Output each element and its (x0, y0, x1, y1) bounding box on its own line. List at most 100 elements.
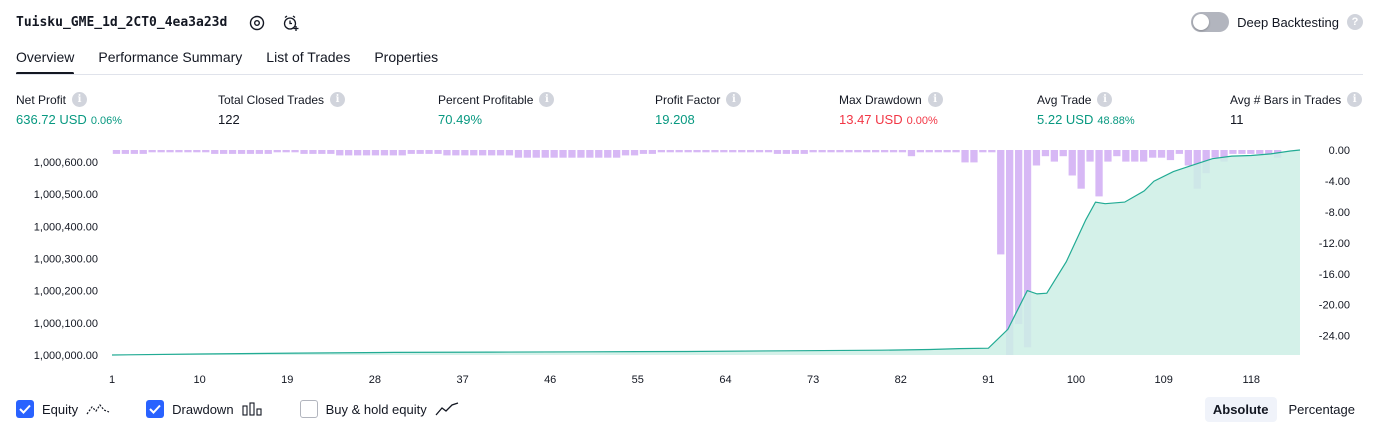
drawdown-bar (505, 150, 514, 156)
drawdown-bar (782, 150, 790, 154)
drawdown-bar (916, 150, 924, 153)
info-icon[interactable]: i (1347, 92, 1363, 107)
drawdown-bar (970, 150, 978, 163)
alarm-clock-add-icon[interactable] (280, 12, 302, 34)
drawdown-bar (1220, 150, 1228, 162)
info-icon[interactable]: i (1097, 92, 1113, 107)
drawdown-bar (220, 150, 228, 154)
drawdown-bar (541, 150, 549, 158)
drawdown-bar (550, 150, 558, 158)
info-icon[interactable]: i (726, 92, 742, 107)
drawdown-bar (523, 150, 531, 158)
drawdown-bar (1023, 150, 1032, 348)
drawdown-bar (130, 150, 138, 154)
drawdown-bar (139, 150, 147, 154)
equity-checkbox[interactable] (16, 400, 34, 418)
drawdown-bar (889, 150, 898, 153)
drawdown-bar (952, 150, 960, 153)
legend-drawdown[interactable]: Drawdown (146, 400, 263, 418)
equity-drawdown-chart[interactable]: 1,000,000.00 1,000,100.00 1,000,200.00 1,00… (0, 140, 1379, 390)
strategy-name[interactable]: Tuisku_GME_1d_2CT0_4ea3a23d (16, 15, 228, 30)
drawdown-bar (925, 150, 933, 153)
drawdown-bar (747, 150, 755, 153)
equity-line (111, 149, 1301, 356)
absolute-button[interactable]: Absolute (1204, 397, 1277, 422)
right-axis: 0.00 -4.00 -8.00 -12.00 -16.00 -20.00 -24.00 (1319, 145, 1350, 343)
buy-hold-checkbox[interactable] (299, 400, 318, 418)
x-axis: 1 10 19 28 37 46 55 64 73 82 91 100 109 118 (109, 374, 1260, 386)
legend-label: Buy & hold equity (325, 401, 427, 417)
legend-equity[interactable]: Equity (16, 400, 110, 418)
drawdown-bar (193, 150, 201, 153)
value-mode-switch: Absolute Percentage (1204, 397, 1363, 422)
drawdown-bar (461, 150, 469, 156)
drawdown-bar (479, 150, 487, 156)
info-icon[interactable]: i (539, 92, 555, 107)
drawdown-bar (318, 150, 326, 154)
drawdown-bar (934, 150, 942, 153)
drawdown-bar (380, 150, 389, 156)
x-tick-label: 10 (193, 374, 205, 386)
drawdown-bar (836, 150, 844, 153)
drawdown-bar (854, 150, 862, 153)
drawdown-bar (1211, 150, 1219, 158)
drawdown-bar (175, 150, 183, 153)
drawdown-bar (184, 150, 192, 153)
drawdown-bar (1086, 150, 1094, 162)
drawdown-bar (371, 150, 380, 156)
drawdown-bar (443, 150, 451, 156)
drawdown-bar (237, 150, 246, 154)
info-icon[interactable]: i (72, 92, 88, 107)
metric-value: 11 (1230, 112, 1244, 127)
drawdown-bar (907, 150, 916, 157)
info-icon[interactable]: i (330, 92, 346, 107)
drawdown-bar (327, 150, 335, 154)
x-tick-label: 1 (109, 374, 115, 386)
drawdown-bar (1015, 150, 1023, 325)
drawdown-bar (604, 150, 612, 158)
legend-label: Drawdown (172, 401, 234, 417)
tab-properties[interactable]: Properties (374, 49, 439, 65)
drawdown-bar (1184, 150, 1192, 166)
legend-buy-hold[interactable]: Buy & hold equity (299, 400, 459, 418)
metric-value: 70.49% (438, 112, 483, 127)
gear-icon[interactable] (246, 12, 268, 34)
drawdown-bar (898, 150, 907, 153)
drawdown-bar (264, 150, 272, 154)
metric-label: Profit Factor (655, 92, 721, 107)
drawdown-bar (1077, 150, 1085, 189)
drawdown-bar (773, 150, 782, 154)
strategy-header: Tuisku_GME_1d_2CT0_4ea3a23d Deep Backtes… (0, 0, 1379, 44)
tab-performance-summary[interactable]: Performance Summary (98, 49, 243, 65)
x-tick-label: 28 (369, 374, 381, 386)
drawdown-bar (809, 150, 817, 153)
drawdown-bar (1032, 150, 1041, 166)
drawdown-bar (586, 150, 594, 158)
metric-value: 122 (218, 112, 240, 127)
help-icon[interactable]: ? (1347, 14, 1363, 30)
legend-label: Equity (42, 401, 79, 417)
drawdown-bar (1131, 150, 1139, 162)
drawdown-bar (1041, 150, 1050, 157)
right-tick-label: -16.00 (1319, 269, 1350, 281)
left-tick-label: 1,000,400.00 (34, 221, 98, 233)
drawdown-bar (711, 150, 719, 153)
drawdown-checkbox[interactable] (146, 400, 165, 418)
right-tick-label: -20.00 (1319, 300, 1350, 312)
deep-backtesting-toggle[interactable] (1191, 12, 1230, 32)
metric-percent: 0.06% (90, 115, 123, 127)
info-icon[interactable]: i (927, 92, 943, 107)
drawdown-bar (1104, 150, 1112, 162)
tab-list-of-trades[interactable]: List of Trades (266, 49, 351, 65)
drawdown-bar (577, 150, 585, 158)
drawdown-bar (1122, 150, 1130, 162)
drawdown-bar (621, 150, 630, 156)
left-tick-label: 1,000,300.00 (34, 254, 98, 266)
metric-label: Avg # Bars in Trades (1230, 92, 1342, 107)
tab-overview[interactable]: Overview (16, 46, 75, 75)
metric-label: Net Profit (16, 92, 67, 107)
drawdown-bar (1157, 150, 1166, 158)
percentage-button[interactable]: Percentage (1288, 402, 1356, 417)
metric-label: Percent Profitable (438, 92, 534, 107)
metric-profit-factor: Profit Factor i 19.208 (655, 92, 742, 127)
